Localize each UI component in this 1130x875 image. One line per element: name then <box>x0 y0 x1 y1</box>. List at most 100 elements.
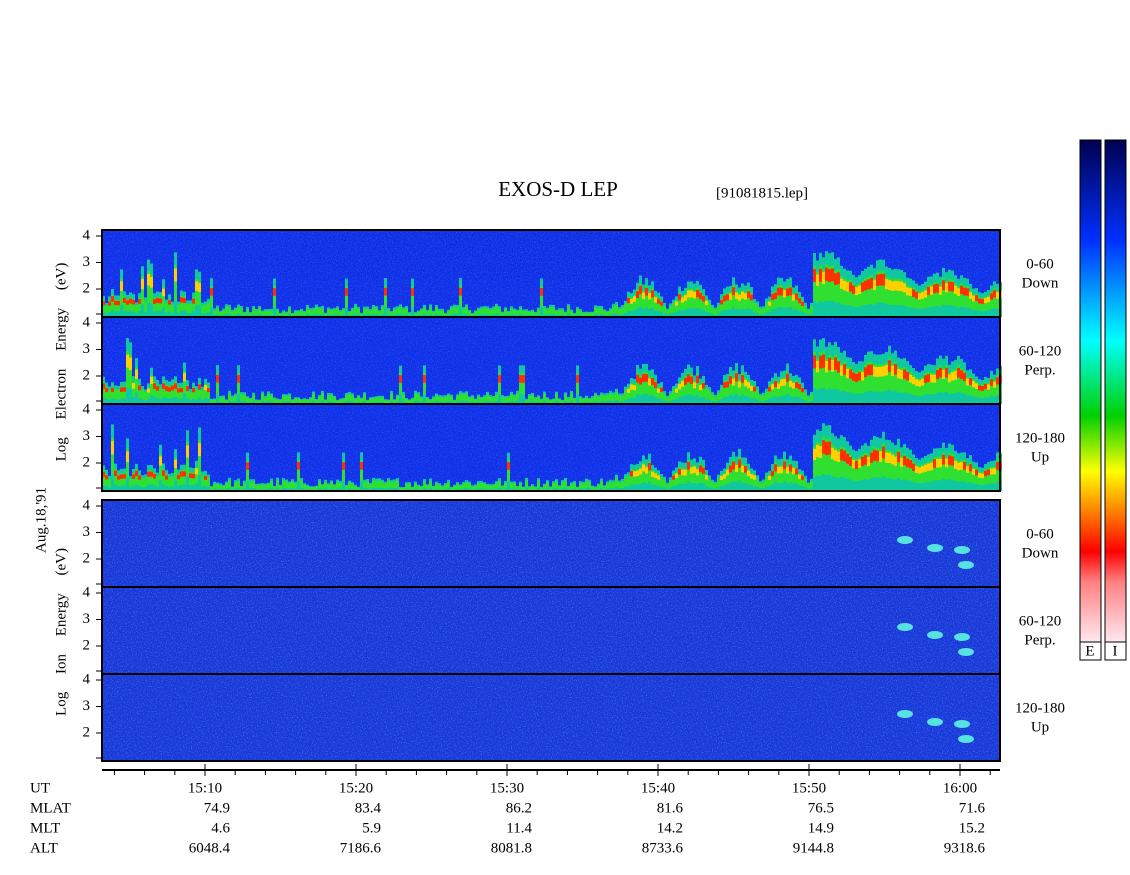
flux-core <box>543 308 546 315</box>
flux-peak <box>183 297 186 304</box>
flux-core <box>510 394 513 401</box>
flux-core <box>849 454 852 480</box>
flux-core <box>420 486 423 490</box>
flux-core <box>516 311 519 316</box>
flux-peak <box>735 465 738 473</box>
flux-core <box>357 487 360 490</box>
flux-core <box>852 457 855 481</box>
flux-core <box>471 486 474 490</box>
flux-core <box>546 398 549 403</box>
flux-core <box>609 393 612 401</box>
flux-peak <box>726 294 729 301</box>
flux-peak <box>933 284 936 294</box>
flux-peak <box>141 278 144 290</box>
ion-blob <box>958 648 974 656</box>
flux-core <box>495 394 498 401</box>
flux-core <box>618 395 621 402</box>
flux-peak <box>102 383 105 389</box>
flux-core <box>708 390 711 400</box>
flux-peak <box>780 466 783 474</box>
flux-core <box>249 481 252 489</box>
row-label: ALT <box>30 840 58 856</box>
flux-core <box>408 400 411 403</box>
row-value: 8733.6 <box>642 840 684 856</box>
flux-core <box>612 394 615 402</box>
flux-peak <box>153 299 156 304</box>
flux-core <box>984 296 987 311</box>
flux-peak <box>105 475 108 480</box>
flux-peak <box>423 375 426 383</box>
flux-core <box>807 310 810 315</box>
flux-core <box>711 307 714 314</box>
flux-core <box>612 482 615 489</box>
colorbar-label: E <box>1085 643 1094 659</box>
flux-core <box>171 476 174 487</box>
flux-core <box>816 358 819 390</box>
flux-peak <box>171 385 174 391</box>
flux-peak <box>885 364 888 376</box>
flux-core <box>729 374 732 395</box>
flux-peak <box>966 378 969 386</box>
flux-core <box>312 487 315 490</box>
flux-core <box>540 286 543 308</box>
flux-core <box>909 286 912 308</box>
flux-peak <box>165 475 168 480</box>
flux-core <box>429 306 432 314</box>
flux-peak <box>927 374 930 383</box>
flux-core <box>468 483 471 489</box>
flux-core <box>909 457 912 481</box>
flux-core <box>423 307 426 314</box>
flux-core <box>183 370 186 394</box>
flux-core <box>114 389 117 400</box>
flux-core <box>894 278 897 305</box>
colorbar <box>1104 139 1127 643</box>
flux-peak <box>990 379 993 386</box>
flux-core <box>855 459 858 482</box>
flux-core <box>387 480 390 488</box>
flux-core <box>894 361 897 391</box>
flux-core <box>441 486 444 490</box>
flux-core <box>990 291 993 310</box>
flux-core <box>417 311 420 316</box>
flux-peak <box>864 455 867 465</box>
flux-core <box>795 291 798 310</box>
flux-peak <box>162 288 165 297</box>
flux-peak <box>636 374 639 383</box>
flux-peak <box>837 451 840 463</box>
flux-peak <box>783 290 786 298</box>
flux-core <box>774 290 777 309</box>
flux-core <box>879 270 882 303</box>
flux-core <box>693 290 696 309</box>
flux-peak <box>909 374 912 383</box>
flux-core <box>303 484 306 490</box>
flux-core <box>138 383 141 398</box>
flux-core <box>609 482 612 489</box>
flux-core <box>684 293 687 310</box>
flux-core <box>189 303 192 313</box>
flux-peak <box>924 464 927 472</box>
flux-peak <box>135 470 138 477</box>
row-value: 8081.8 <box>491 840 532 856</box>
flux-core <box>168 477 171 487</box>
flux-peak <box>792 468 795 475</box>
flux-peak <box>903 455 906 466</box>
flux-core <box>336 400 339 403</box>
flux-core <box>267 484 270 489</box>
flux-core <box>561 309 564 315</box>
flux-core <box>108 389 111 400</box>
flux-peak <box>831 268 834 282</box>
flux-core <box>702 294 705 311</box>
flux-peak <box>936 369 939 380</box>
flux-core <box>549 400 552 403</box>
row-value: 15:10 <box>188 780 222 796</box>
flux-core <box>807 397 810 402</box>
flux-core <box>396 308 399 315</box>
flux-core <box>486 308 489 315</box>
flux-core <box>885 362 888 391</box>
flux-peak <box>933 459 936 468</box>
flux-core <box>696 288 699 308</box>
flux-core <box>177 304 180 314</box>
flux-core <box>435 483 438 489</box>
flux-peak <box>900 281 903 292</box>
flux-core <box>267 393 270 401</box>
